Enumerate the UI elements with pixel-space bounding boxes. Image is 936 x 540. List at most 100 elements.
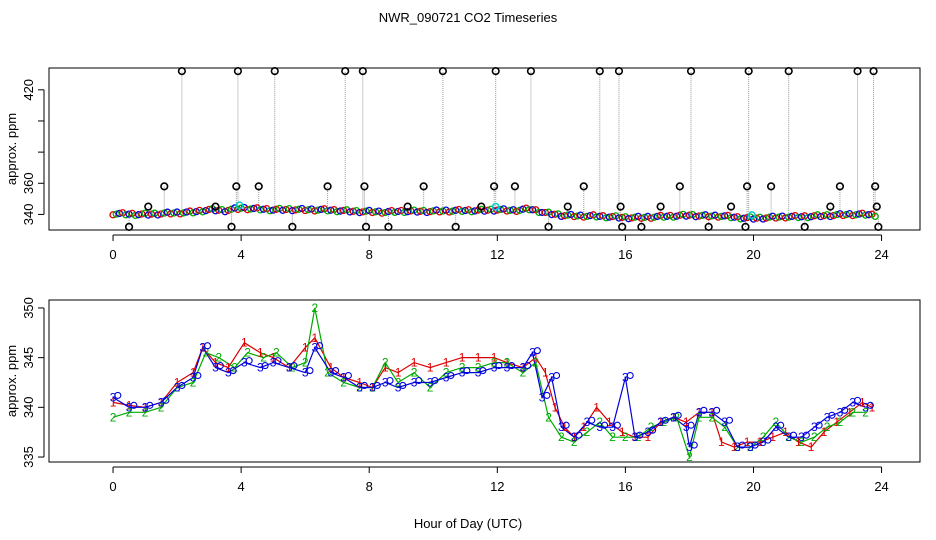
series-1-symbol: 1 (443, 356, 450, 370)
series-1-symbol: 1 (340, 371, 347, 385)
baseline-point (436, 208, 444, 216)
baseline-point (311, 207, 319, 215)
series-1-symbol: 1 (356, 375, 363, 389)
flagged-point (614, 67, 624, 76)
baseline-cyan-point (235, 201, 244, 210)
flagged-point (874, 222, 883, 231)
baseline-point (157, 210, 165, 218)
bottom-plot-frame (48, 299, 921, 463)
baseline-point (378, 209, 386, 217)
baseline-point (314, 206, 322, 214)
series-3-circle-marker (828, 411, 836, 419)
series-3-circle-marker (386, 376, 394, 385)
series-3-symbol: 3 (302, 366, 309, 380)
series-3-circle-marker (802, 431, 810, 439)
series-3-symbol: 3 (862, 400, 869, 414)
series-3-symbol: 3 (520, 361, 527, 375)
series-2-symbol: 2 (203, 346, 210, 360)
series-3-symbol: 3 (199, 341, 206, 355)
series-3-circle-marker (431, 376, 439, 385)
series-3-circle-marker (373, 381, 381, 390)
series-2-symbol: 2 (459, 361, 466, 375)
series-3-circle-marker (216, 362, 224, 370)
series-1-symbol: 1 (199, 341, 206, 355)
series-3-symbol: 3 (327, 366, 334, 380)
baseline-point (471, 207, 479, 215)
series-2-symbol: 2 (545, 410, 552, 424)
baseline-point (586, 211, 594, 220)
series-3-circle-marker (690, 441, 698, 449)
series-3-circle-marker (575, 431, 583, 439)
series-3-circle-marker (543, 391, 551, 399)
series-3-symbol: 3 (709, 405, 716, 419)
series-2-symbol: 2 (849, 405, 856, 419)
series-3-circle-marker (360, 381, 368, 390)
series-3-circle-marker (479, 367, 487, 375)
series-1-symbol: 1 (593, 400, 600, 414)
series-3-symbol: 3 (212, 361, 219, 375)
bottom-x-tick-label: 12 (490, 479, 504, 494)
series-2-symbol: 2 (696, 410, 703, 424)
series-3-circle-marker (854, 396, 862, 404)
flagged-point (341, 67, 350, 76)
series-3-symbol: 3 (529, 346, 536, 360)
series-2-symbol: 2 (635, 430, 642, 444)
baseline-point (423, 208, 431, 217)
series-2-symbol: 2 (382, 356, 389, 370)
series-1-symbol: 1 (571, 430, 578, 444)
series-3-circle-marker (261, 362, 269, 370)
series-3-symbol: 3 (721, 415, 728, 429)
series-3-circle-marker (316, 342, 324, 350)
baseline-point (628, 214, 636, 222)
series-3-circle-marker (194, 371, 202, 380)
baseline-point (234, 205, 242, 214)
series-1-symbol: 1 (504, 356, 511, 370)
series-3-circle-marker (674, 411, 682, 419)
flagged-point (853, 67, 862, 76)
series-3-circle-marker (130, 401, 138, 409)
series-2-symbol: 2 (475, 361, 482, 375)
series-2-symbol: 2 (126, 405, 133, 419)
series-2-symbol: 2 (584, 425, 591, 439)
series-3-symbol: 3 (270, 356, 277, 370)
series-3-symbol: 3 (504, 361, 511, 375)
series-2-symbol: 2 (215, 351, 222, 365)
series-1-symbol: 1 (411, 356, 418, 370)
baseline-point (849, 211, 857, 220)
series-3-symbol: 3 (311, 341, 318, 355)
series-3-circle-marker (290, 362, 298, 370)
baseline-point (355, 208, 364, 217)
baseline-point (413, 208, 421, 216)
baseline-point (650, 213, 658, 221)
top-x-tick-label: 20 (746, 247, 760, 262)
baseline-point (176, 210, 184, 218)
series-1-symbol: 1 (491, 351, 498, 365)
series-3-symbol: 3 (241, 356, 248, 370)
series-2-symbol: 2 (411, 366, 418, 380)
flagged-point (618, 222, 627, 231)
series-2-symbol: 2 (824, 420, 831, 434)
series-3-circle-marker (114, 391, 122, 399)
series-3-circle-marker (306, 367, 314, 375)
series-2-symbol: 2 (260, 351, 267, 365)
baseline-point (829, 211, 838, 220)
series-3-symbol: 3 (286, 361, 293, 375)
baseline-point (400, 208, 409, 217)
baseline-point (817, 212, 825, 221)
flagged-point (384, 222, 393, 231)
flagged-point (835, 182, 845, 191)
series-2-symbol: 2 (773, 415, 780, 429)
flagged-point (124, 222, 134, 231)
flagged-point (726, 202, 736, 211)
series-1-symbol: 1 (606, 415, 613, 429)
series-2-symbol: 2 (709, 410, 716, 424)
series-1-symbol: 1 (744, 435, 751, 449)
flagged-point (637, 222, 646, 231)
top-x-tick-label: 16 (618, 247, 632, 262)
series-1-symbol: 1 (821, 425, 828, 439)
series-2-symbol: 2 (395, 375, 402, 389)
baseline-point (109, 211, 117, 219)
series-3-circle-marker (447, 371, 455, 380)
baseline-point (339, 206, 348, 215)
